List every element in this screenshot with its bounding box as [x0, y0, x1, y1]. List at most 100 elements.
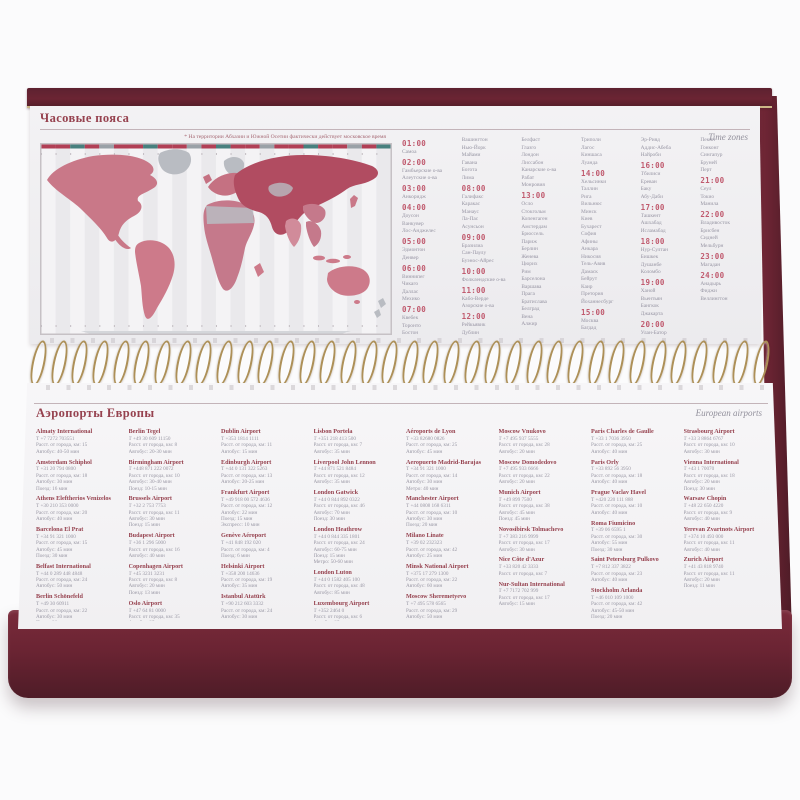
airport-detail: Расст. от города, км: 18: [36, 472, 88, 479]
airport-detail: Автобус: 40 мин: [683, 546, 720, 553]
timezone-city: Фолклендские о-ва: [461, 276, 506, 283]
airport-entry: Nur-Sultan International Т +7 7172 702 99…: [499, 581, 586, 608]
timezone-time: 01:00: [402, 138, 427, 148]
timezone-city: Цюрих: [521, 261, 538, 267]
wire-loop: [688, 339, 711, 387]
timezone-time: 19:00: [640, 278, 665, 287]
timezone-city: Бишкек: [640, 254, 659, 260]
timezone-city: Копенгаген: [521, 216, 548, 222]
airport-entry: Stockholm Arlanda Т +46 010 109 1000 Расст…: [591, 587, 678, 620]
airport-name: Minsk National Airport: [406, 562, 469, 570]
map-australia: [327, 266, 370, 296]
wire-loop: [295, 339, 319, 387]
airport-detail: Расст. от города, км: 46: [313, 503, 365, 510]
airport-detail: Расст. от города, км: 25: [406, 442, 458, 449]
timezone-column: Триполи Лагос Киншаса Луанда 14:00 Хельсинки Т…: [581, 137, 635, 345]
airport-name: Moscow Vnukovo: [498, 428, 546, 435]
airport-entry: Aeropuerto Madrid-Barajas Т +34 91 321 10…: [406, 459, 493, 492]
airport-detail: Расст. от города, км: 22: [36, 607, 88, 614]
timezone-time: 13:00: [521, 191, 546, 200]
airport-name: Berlin Schönefeld: [36, 593, 83, 601]
airport-detail: Расст. от города, км: 22: [498, 472, 550, 479]
timezone-bar-segment: [230, 144, 246, 149]
timezone-time: 04:00: [402, 203, 427, 212]
wire-loop: [192, 339, 215, 387]
airport-detail: Поезд: 10-15 мин: [128, 485, 167, 492]
timezone-bar-segment: [318, 144, 333, 149]
airport-detail: Расст. от города, км: 30: [591, 533, 643, 540]
timezone-time: 21:00: [700, 176, 725, 185]
wire-loop: [254, 339, 277, 387]
airport-detail: Расст. от города, км: 24: [221, 607, 273, 614]
airport-entry: London Gatwick Т +44 0 844 892 0322 Расст.…: [314, 489, 401, 522]
airport-entry: Helsinki Airport Т +358 200 14636 Расст. о…: [221, 563, 308, 590]
timezone-city: Ашхабад: [640, 220, 662, 226]
airport-detail: Расст. от города, км: 18: [591, 472, 643, 479]
timezone-bar-segment: [347, 144, 362, 149]
map-china: [303, 203, 326, 223]
timezone-city: Сан-Паулу: [461, 250, 487, 256]
airport-detail: Расст. от города, км: 24: [36, 577, 88, 584]
airport-entry: Birmingham Airport Т +448 871 222 0072 Рас…: [129, 459, 216, 492]
airport-detail: Т +33 3 8864 6767: [683, 435, 724, 442]
timezones-page: Часовые пояса Time zones * На территории…: [30, 106, 760, 344]
airport-name: Strasbourg Airport: [683, 428, 735, 435]
timezones-title-en: Time zones: [708, 132, 748, 142]
airport-detail: Расст. от города, км: 10: [591, 503, 643, 510]
airport-name: Vienna International: [683, 458, 739, 466]
timezone-time: 12:00: [461, 312, 486, 321]
airport-detail: Расст. от города, км: 29: [406, 607, 458, 614]
airport-entry: Edinburgh Airport Т +44 0 131 322 5263 Рас…: [221, 459, 308, 486]
map-indonesia: [313, 255, 351, 264]
world-timezone-map: [40, 143, 392, 335]
timezone-city: Найроби: [640, 152, 661, 158]
timezone-city: Бухарест: [581, 223, 602, 230]
airport-detail: Поезд: 11 мин: [683, 583, 715, 590]
timezone-city: Брюссель: [521, 231, 544, 237]
timezone-city: Лос-Анджелес: [402, 228, 436, 234]
airport-name: Roma Fiumicino: [591, 519, 636, 527]
airport-entry: Lisbon Portela Т +351 218 413 500 Расст. о…: [314, 428, 401, 455]
timezone-city: Анкоридж: [402, 194, 426, 200]
airport-detail: Расст. от города, км: 15: [36, 540, 88, 547]
map-north-america: [47, 154, 158, 242]
timezone-city: Аддис-Абеба: [640, 144, 671, 151]
timezones-title: Часовые пояса: [40, 111, 130, 125]
airport-detail: Автобус: 40 мин: [591, 509, 628, 516]
airport-detail: Т +44 0 289 448 4848: [36, 570, 83, 577]
map-madagascar: [254, 263, 264, 277]
timezone-time: 23:00: [700, 251, 725, 261]
timezone-city: Чикаго: [402, 281, 419, 287]
airport-entry: Paris Charles de Gaulle Т +33 1 7036 3950…: [591, 428, 678, 455]
timezone-city: Канарские о-ва: [521, 167, 557, 173]
airport-name: Moscow Sheremetyevo: [406, 593, 467, 601]
airport-entry: Berlin Tegel Т +49 30 609 11150 Расст. от …: [129, 428, 216, 455]
timezone-city: Триполи: [581, 137, 601, 143]
airport-detail: Расст. от города, км: 20: [36, 509, 88, 516]
timezone-city: Ла-Пас: [461, 216, 479, 222]
airport-name: Istanbul Atatürk: [221, 593, 266, 601]
airport-name: Paris Orly: [591, 458, 619, 466]
airport-name: Milano Linate: [406, 532, 444, 540]
wire-loop: [647, 339, 670, 387]
airport-entry: Munich Airport Т +49 899 7500 Расст. от го…: [499, 489, 586, 522]
spiral-binding: [27, 339, 773, 387]
timezone-city: Лима: [461, 174, 474, 181]
airport-name: Aéroports de Lyon: [406, 428, 456, 435]
wire-loop: [378, 339, 401, 387]
timezone-city: Галифакс: [461, 193, 484, 200]
airport-detail: Автобус: 20-30 мин: [128, 448, 172, 455]
airport-detail: Автобус: 45 мин: [498, 509, 535, 516]
airport-detail: Расст. от города, км: 18: [683, 472, 735, 479]
airport-detail: Автобус: 30-40 мин: [128, 479, 172, 486]
timezone-city: Анадырь: [700, 280, 722, 287]
airport-name: Nur-Sultan International: [498, 580, 565, 588]
timezone-time: 18:00: [640, 236, 665, 246]
airport-detail: Т +41 43 818 9740: [683, 564, 724, 571]
timezone-city: Манаус: [461, 208, 479, 215]
timezone-city: Брисбен: [700, 227, 720, 234]
timezone-city: Афины: [581, 238, 598, 245]
airport-detail: Экспресс: 10 мин: [221, 522, 260, 529]
wire-loop: [316, 339, 339, 387]
timezone-city: Исламабад: [640, 227, 666, 234]
